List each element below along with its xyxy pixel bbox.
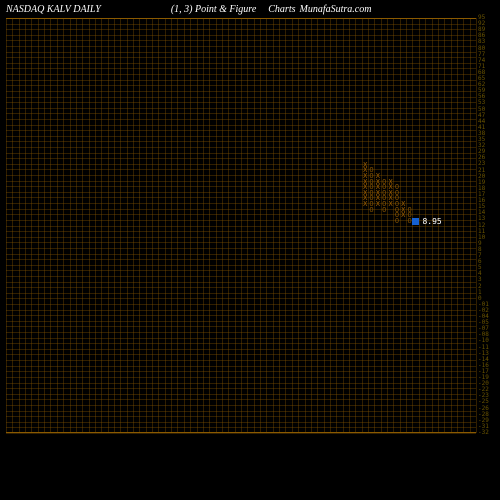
gridline-v bbox=[177, 18, 178, 433]
current-price-marker: 8.95 bbox=[412, 217, 441, 226]
gridline-v bbox=[292, 18, 293, 433]
gridline-v bbox=[171, 18, 172, 433]
gridline-v bbox=[368, 18, 369, 433]
gridline-v bbox=[12, 18, 13, 433]
gridline-v bbox=[222, 18, 223, 433]
gridline-v bbox=[266, 18, 267, 433]
gridline-v bbox=[139, 18, 140, 433]
gridline-v bbox=[476, 18, 477, 433]
gridline-v bbox=[216, 18, 217, 433]
pnf-chart: XXXXXXXXOOOOOOOOXXXXXXOOOOOOXXXXXOOOOOOO… bbox=[6, 18, 476, 433]
gridline-v bbox=[260, 18, 261, 433]
gridline-v bbox=[146, 18, 147, 433]
current-price-value: 8.95 bbox=[422, 217, 441, 226]
gridline-v bbox=[298, 18, 299, 433]
gridline-v bbox=[241, 18, 242, 433]
gridline-v bbox=[374, 18, 375, 433]
gridline-v bbox=[336, 18, 337, 433]
gridline-v bbox=[82, 18, 83, 433]
gridline-v bbox=[343, 18, 344, 433]
gridline-v bbox=[305, 18, 306, 433]
gridline-v bbox=[50, 18, 51, 433]
gridline-v bbox=[470, 18, 471, 433]
gridline-v bbox=[406, 18, 407, 433]
gridline-v bbox=[133, 18, 134, 433]
gridline-v bbox=[31, 18, 32, 433]
gridline-v bbox=[57, 18, 58, 433]
gridline-v bbox=[76, 18, 77, 433]
gridline-v bbox=[381, 18, 382, 433]
gridline-v bbox=[444, 18, 445, 433]
gridline-v bbox=[317, 18, 318, 433]
y-axis: 9592898683807774716865625956535047444138… bbox=[478, 18, 498, 433]
gridline-v bbox=[95, 18, 96, 433]
gridline-v bbox=[108, 18, 109, 433]
gridline-v bbox=[273, 18, 274, 433]
gridline-v bbox=[235, 18, 236, 433]
gridline-v bbox=[254, 18, 255, 433]
chart-header: NASDAQ KALV DAILY (1, 3) Point & Figure … bbox=[6, 4, 494, 18]
charts-label: Charts bbox=[268, 4, 295, 15]
gridline-v bbox=[349, 18, 350, 433]
gridline-v bbox=[44, 18, 45, 433]
gridline-v bbox=[463, 18, 464, 433]
gridline-v bbox=[362, 18, 363, 433]
gridline-v bbox=[387, 18, 388, 433]
gridline-v bbox=[203, 18, 204, 433]
gridline-v bbox=[184, 18, 185, 433]
y-tick-label: -32 bbox=[478, 430, 498, 436]
gridline-v bbox=[158, 18, 159, 433]
gridline-v bbox=[19, 18, 20, 433]
gridline-h bbox=[6, 433, 476, 434]
gridline-v bbox=[165, 18, 166, 433]
gridline-v bbox=[152, 18, 153, 433]
site-name: MunafaSutra.com bbox=[300, 4, 372, 15]
gridline-v bbox=[228, 18, 229, 433]
gridline-v bbox=[190, 18, 191, 433]
gridline-v bbox=[324, 18, 325, 433]
gridline-v bbox=[311, 18, 312, 433]
gridline-v bbox=[400, 18, 401, 433]
gridline-v bbox=[355, 18, 356, 433]
gridline-v bbox=[285, 18, 286, 433]
gridline-v bbox=[209, 18, 210, 433]
chart-params: (1, 3) Point & Figure bbox=[171, 4, 256, 15]
gridline-v bbox=[330, 18, 331, 433]
gridline-v bbox=[247, 18, 248, 433]
gridline-v bbox=[114, 18, 115, 433]
gridline-v bbox=[197, 18, 198, 433]
gridline-v bbox=[38, 18, 39, 433]
gridline-v bbox=[279, 18, 280, 433]
gridline-v bbox=[120, 18, 121, 433]
gridline-v bbox=[101, 18, 102, 433]
gridline-v bbox=[393, 18, 394, 433]
gridline-v bbox=[127, 18, 128, 433]
gridline-v bbox=[89, 18, 90, 433]
gridline-v bbox=[70, 18, 71, 433]
gridline-v bbox=[6, 18, 7, 433]
price-box-icon bbox=[412, 218, 419, 225]
ticker-label: NASDAQ KALV DAILY bbox=[6, 4, 101, 15]
gridline-v bbox=[63, 18, 64, 433]
gridline-v bbox=[457, 18, 458, 433]
gridline-v bbox=[451, 18, 452, 433]
gridline-v bbox=[25, 18, 26, 433]
